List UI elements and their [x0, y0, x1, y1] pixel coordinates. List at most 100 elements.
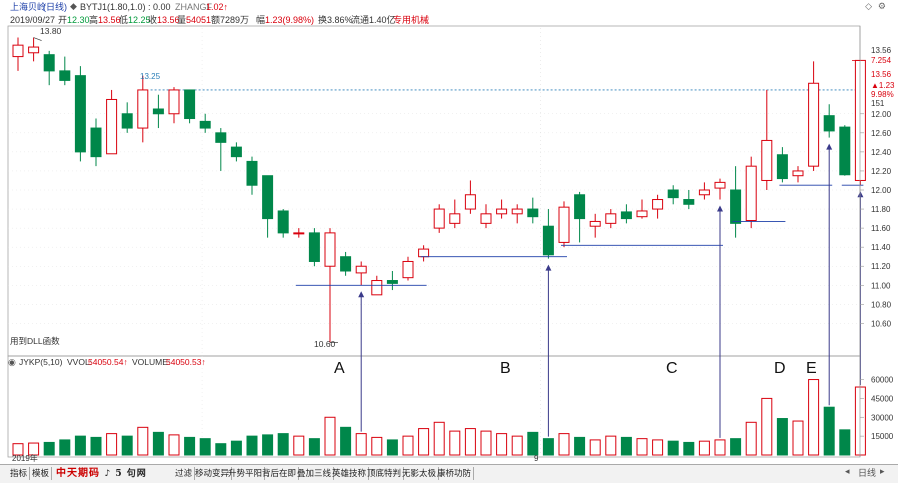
- price-axis-label-top-4: 9.98%: [871, 90, 894, 99]
- candle-body-48: [761, 139, 773, 181]
- volume-bar-28: [449, 430, 461, 456]
- tab-moving-variant[interactable]: 移动变异: [193, 467, 233, 480]
- tab-uptrend[interactable]: 升势平阳: [226, 467, 266, 480]
- candle-body-15: [246, 160, 258, 186]
- price-axis-label-12: 11.60: [871, 224, 891, 233]
- volume-bar-29: [464, 428, 476, 456]
- candle-body-33: [527, 208, 539, 218]
- price-axis-label-13: 11.40: [871, 243, 891, 252]
- volume-bar-18: [293, 435, 305, 456]
- settings-icon[interactable]: ⚙: [877, 1, 886, 11]
- site-logo: 中天期码 ♪ 5 句网: [56, 468, 147, 479]
- title-bar: 上海贝岭 (日线) ◆ BYTJ1(1.80,1.0) : 0.00 ZHANG…: [0, 0, 898, 14]
- tab-filter[interactable]: 过滤: [173, 467, 196, 480]
- volume-bar-26: [418, 428, 430, 456]
- price-axis-label-8: 12.40: [871, 148, 892, 157]
- candle-body-45: [714, 181, 726, 189]
- volume-bar-32: [511, 435, 523, 456]
- volume-axis-label-1: 45000: [871, 394, 894, 403]
- diamond-icon: ◆: [70, 1, 77, 11]
- volume-bar-8: [137, 426, 149, 456]
- candle-body-28: [449, 213, 461, 224]
- candle-body-52: [823, 115, 835, 132]
- candle-body-10: [168, 89, 180, 115]
- support-lines: [295, 184, 864, 286]
- volume-ind-label: VOLUME:: [132, 357, 170, 367]
- stock-chart[interactable]: 13.567.25413.56▲1.239.98%15112.0012.6012…: [0, 0, 898, 464]
- candle-body-51: [808, 82, 820, 167]
- volume-bar-36: [574, 436, 586, 456]
- volume-bar-40: [636, 438, 648, 456]
- candle-body-24: [386, 280, 398, 284]
- period-switch[interactable]: 日线: [858, 468, 877, 478]
- volume-bar-48: [761, 397, 773, 456]
- volume-bar-27: [433, 421, 445, 456]
- price-axis-label-15: 11.00: [871, 281, 891, 290]
- amount-value: 7289万: [220, 15, 250, 25]
- high-label: 高: [89, 15, 99, 25]
- tab-behind[interactable]: 背后在即: [260, 467, 300, 480]
- candle-body-47: [745, 165, 757, 221]
- signal-arrow-head-e: [857, 191, 864, 198]
- tab-overlay-lines[interactable]: 叠加三线: [295, 467, 335, 480]
- volume-value: 54051: [186, 15, 212, 25]
- volume-bar-13: [215, 443, 227, 456]
- volume-bar-52: [823, 406, 835, 456]
- volume-bar-25: [402, 435, 414, 456]
- stock-name: 上海贝岭: [10, 2, 47, 12]
- chart-frame: [7, 25, 861, 458]
- candle-body-8: [137, 89, 149, 129]
- volume-label: 量: [177, 15, 187, 25]
- volume-bar-39: [620, 436, 632, 456]
- tab-taiji[interactable]: 无影太极: [400, 467, 440, 480]
- volume-bar-10: [168, 434, 180, 456]
- candle-body-1: [28, 46, 40, 54]
- volume-bar-38: [605, 435, 617, 456]
- tab-kangqiao[interactable]: 康桥功防: [435, 467, 475, 480]
- year-label: 2019年: [12, 453, 38, 463]
- volume-ind-value: 54050.53↑: [166, 357, 206, 367]
- scroll-right-icon[interactable]: ▸: [880, 466, 885, 476]
- volume-bar-21: [340, 426, 352, 456]
- indicator-value: : 0.00: [148, 2, 171, 12]
- candle-body-2: [43, 54, 55, 72]
- diamond-outline-icon[interactable]: ◇: [865, 1, 872, 11]
- candle-body-19: [308, 232, 320, 262]
- volume-bar-22: [355, 433, 367, 456]
- low-label: 低: [119, 15, 129, 25]
- candle-body-14: [230, 146, 242, 158]
- bottom-tab-bar: 指标 模板 中天期码 ♪ 5 句网 过滤 移动变异 升势平阳 背后在即 叠加三线…: [0, 464, 898, 483]
- volume-bar-7: [121, 435, 133, 456]
- tab-top-bottom[interactable]: 顶底特判: [365, 467, 405, 480]
- candle-body-17: [277, 210, 289, 234]
- high-value: 13.56: [98, 15, 121, 25]
- volume-bar-53: [839, 429, 851, 456]
- scroll-left-icon[interactable]: ◂: [845, 466, 850, 476]
- candle-body-31: [496, 208, 508, 215]
- turnover-value: 3.86%: [327, 15, 353, 25]
- volume-bar-14: [230, 440, 242, 456]
- date-value: 2019/09/27: [10, 15, 56, 25]
- chart-grid: [8, 28, 860, 455]
- candle-body-9: [152, 108, 164, 115]
- open-value: 12.30: [67, 15, 90, 25]
- tab-template[interactable]: 模板: [30, 467, 53, 480]
- price-axis-label-11: 11.80: [871, 205, 891, 214]
- open-label: 开: [58, 15, 68, 25]
- volume-bar-43: [683, 441, 695, 456]
- signal-arrow-head-d: [826, 143, 833, 150]
- tab-indicator[interactable]: 指标: [8, 467, 31, 480]
- price-axis-label-top-2: 13.56: [871, 70, 892, 79]
- candle-body-5: [90, 127, 102, 158]
- candle-body-39: [620, 211, 632, 220]
- candlestick-series: [12, 37, 866, 343]
- tab-hero[interactable]: 英雄技称: [330, 467, 370, 480]
- candle-body-6: [106, 98, 118, 155]
- candle-body-36: [574, 194, 586, 220]
- candle-body-30: [480, 213, 492, 224]
- volume-bar-3: [59, 439, 71, 456]
- price-axis-label-7: 12.60: [871, 129, 892, 138]
- price-axis-label-top-5: 151: [871, 99, 885, 108]
- candle-body-34: [542, 225, 554, 256]
- signal-label-e: E: [806, 360, 817, 377]
